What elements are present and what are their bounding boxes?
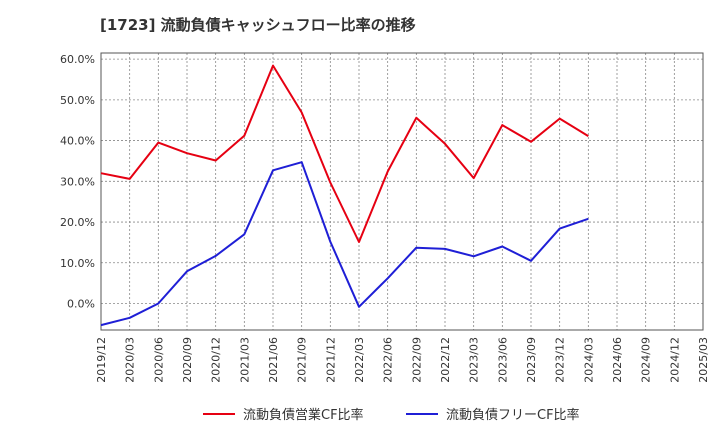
x-tick-label: 2023/03 [468, 337, 481, 383]
y-tick-label: 60.0% [60, 53, 95, 66]
x-tick-label: 2021/12 [324, 337, 337, 383]
x-tick-label: 2022/03 [353, 337, 366, 383]
y-tick-label: 50.0% [60, 94, 95, 107]
x-tick-label: 2021/09 [296, 337, 309, 383]
x-tick-label: 2024/09 [640, 337, 653, 383]
x-tick-label: 2023/06 [496, 337, 509, 383]
chart-title: [1723] 流動負債キャッシュフロー比率の推移 [100, 16, 416, 34]
legend-label-2: 流動負債フリーCF比率 [446, 407, 580, 423]
x-tick-label: 2024/06 [611, 337, 624, 383]
x-tick-label: 2022/06 [382, 337, 395, 383]
x-tick-label: 2022/12 [439, 337, 452, 383]
series-line-2 [100, 161, 589, 327]
x-tick-label: 2024/12 [668, 337, 681, 383]
plot-frame [100, 52, 704, 331]
axes: 0.0% 10.0% 20.0% 30.0% 40.0% 50.0% 60.0% 2019/1… [60, 52, 710, 383]
grid-lines [100, 53, 704, 330]
y-tick-label: 10.0% [60, 257, 95, 270]
series-lines [100, 64, 589, 327]
y-tick-label: 30.0% [60, 175, 95, 188]
x-tick-label: 2021/06 [267, 337, 280, 383]
x-tick-label: 2020/12 [210, 337, 223, 383]
x-tick-label: 2020/09 [181, 337, 194, 383]
x-tick-label: 2022/09 [410, 337, 423, 383]
series-line-1 [100, 64, 589, 243]
x-tick-label: 2019/12 [95, 337, 108, 383]
x-tick-label: 2021/03 [238, 337, 251, 383]
x-tick-label: 2020/03 [124, 337, 137, 383]
y-tick-label: 40.0% [60, 135, 95, 148]
x-tick-label: 2023/09 [525, 337, 538, 383]
x-tick-label: 2023/12 [554, 337, 567, 383]
x-tick-label: 2020/06 [152, 337, 165, 383]
y-tick-label: 0.0% [67, 298, 95, 311]
legend: 流動負債営業CF比率 流動負債フリーCF比率 [203, 407, 580, 423]
x-tick-label: 2025/03 [697, 337, 710, 383]
x-tick-label: 2024/03 [582, 337, 595, 383]
y-tick-label: 20.0% [60, 216, 95, 229]
legend-label-1: 流動負債営業CF比率 [243, 407, 364, 423]
